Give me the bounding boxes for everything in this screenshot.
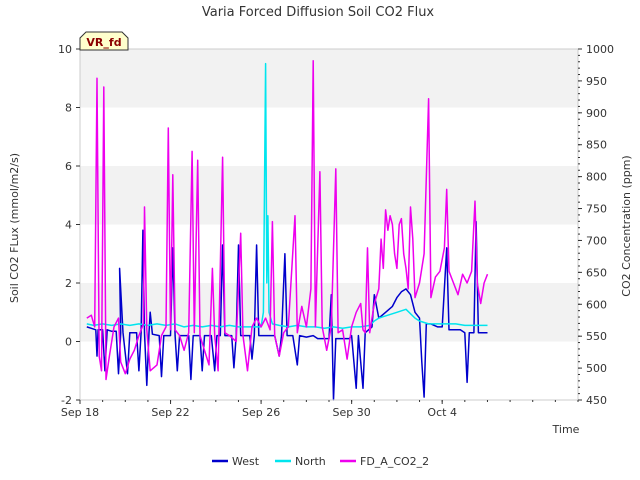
- x-tick-label: Sep 26: [242, 406, 280, 419]
- y-axis-right: 450 500 550 600 650 700 750 800 850 900 950 1000: [578, 43, 614, 407]
- y-right-tick-label: 500: [586, 362, 607, 375]
- legend-item-west: West: [212, 455, 260, 468]
- legend-item-fd-a-co2-2: FD_A_CO2_2: [340, 455, 429, 468]
- y-axis-right-label: CO2 Concentration (ppm): [620, 155, 633, 296]
- legend-label: North: [295, 455, 326, 468]
- y-axis-left: -2 0 2 4 6 8 10: [58, 43, 80, 407]
- y-right-tick-label: 600: [586, 298, 607, 311]
- y-left-tick-label: 4: [65, 219, 72, 232]
- y-right-tick-label: 650: [586, 266, 607, 279]
- y-left-tick-label: 0: [65, 336, 72, 349]
- y-left-tick-label: 8: [65, 102, 72, 115]
- legend-label: FD_A_CO2_2: [360, 455, 429, 468]
- y-right-tick-label: 550: [586, 330, 607, 343]
- series-line-west: [86, 220, 488, 401]
- x-tick-label: Oct 4: [427, 406, 457, 419]
- y-left-tick-label: -2: [61, 394, 72, 407]
- x-tick-label: Sep 22: [151, 406, 189, 419]
- chart-title: Varia Forced Diffusion Soil CO2 Flux: [202, 5, 435, 20]
- y-axis-left-label: Soil CO2 FLux (mmol/m2/s): [8, 153, 21, 303]
- x-axis-label: Time: [552, 423, 580, 436]
- x-tick-label: Sep 30: [333, 406, 371, 419]
- y-right-tick-label: 450: [586, 394, 607, 407]
- site-badge-box: [79, 31, 129, 51]
- y-left-tick-label: 6: [65, 160, 72, 173]
- legend-label: West: [232, 455, 260, 468]
- site-badge-label: VR_fd: [86, 36, 121, 49]
- grid-band: [80, 166, 578, 225]
- grid-bands: [80, 49, 578, 342]
- y-right-tick-label: 950: [586, 75, 607, 88]
- y-right-tick-label: 850: [586, 139, 607, 152]
- x-tick-label: Sep 18: [61, 406, 99, 419]
- y-right-tick-label: 1000: [586, 43, 614, 56]
- y-right-tick-label: 700: [586, 234, 607, 247]
- y-right-tick-label: 800: [586, 171, 607, 184]
- grid-band: [80, 49, 578, 108]
- y-right-tick-label: 900: [586, 107, 607, 120]
- legend-item-north: North: [275, 455, 326, 468]
- series-line-north: [86, 62, 488, 330]
- x-axis: Sep 18 Sep 22 Sep 26 Sep 30 Oct 4: [61, 400, 579, 419]
- legend: West North FD_A_CO2_2: [212, 455, 429, 468]
- series-line-fd-a-co2-2: [86, 59, 489, 381]
- y-right-tick-label: 750: [586, 203, 607, 216]
- y-left-tick-label: 2: [65, 277, 72, 290]
- series-layer: [86, 59, 489, 401]
- y-left-tick-label: 10: [58, 43, 72, 56]
- site-badge: VR_fd: [79, 31, 129, 51]
